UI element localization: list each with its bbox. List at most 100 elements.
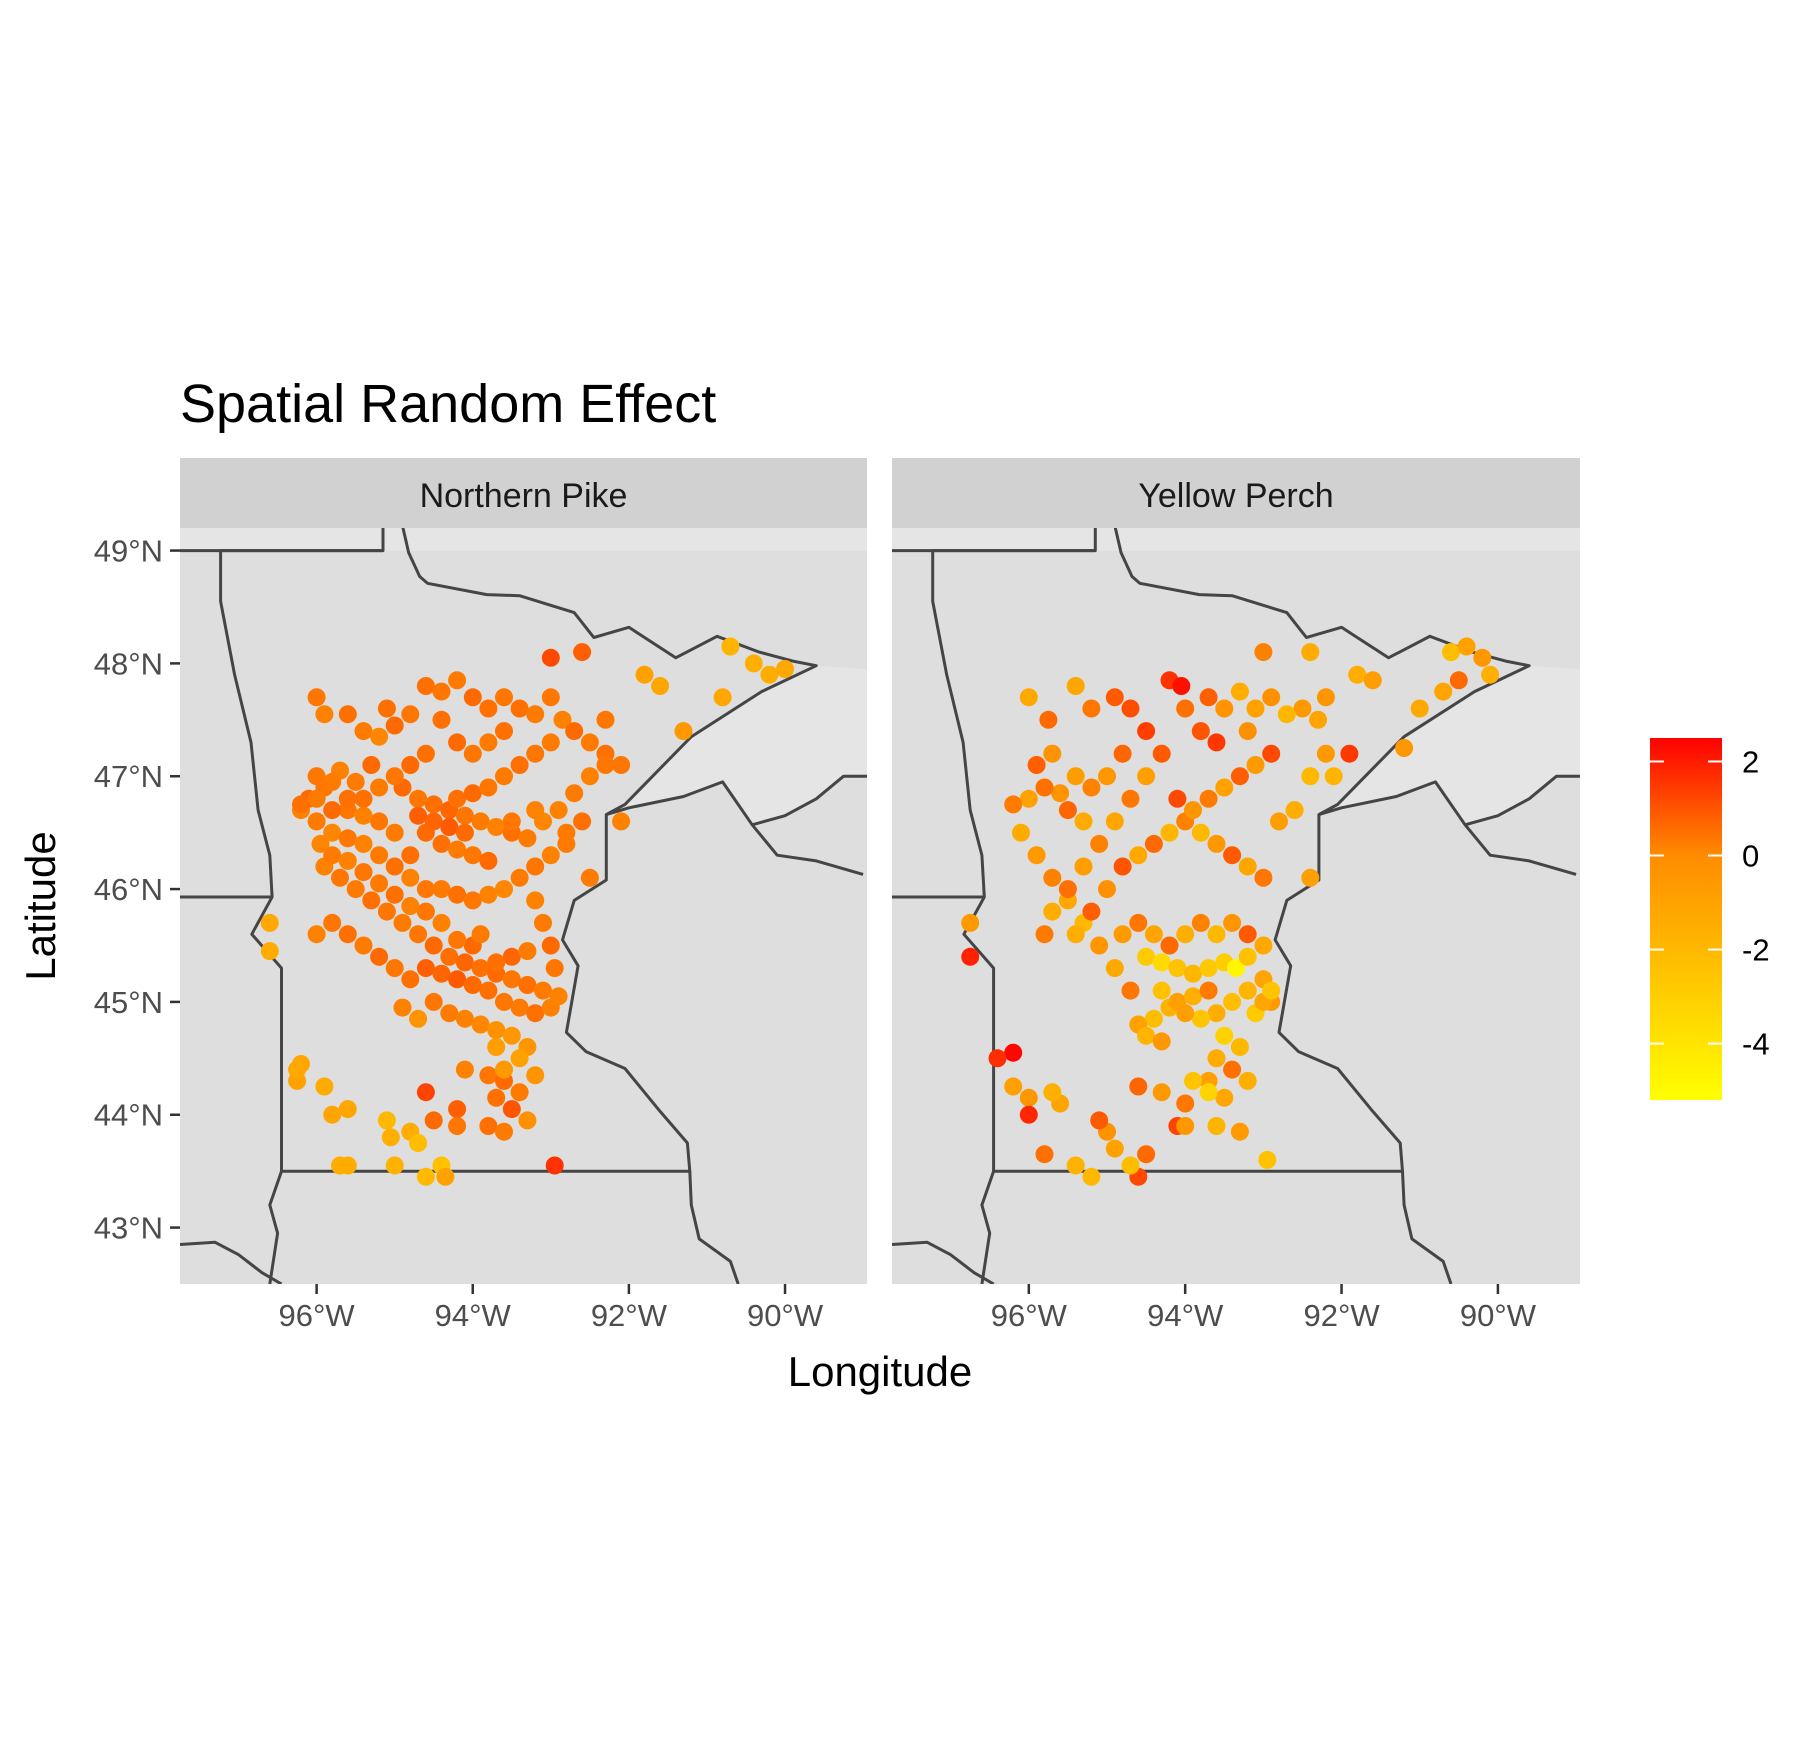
data-point (436, 1167, 455, 1186)
data-points (961, 637, 1500, 1186)
data-point (455, 1009, 474, 1028)
data-point (541, 648, 560, 667)
data-point (354, 834, 373, 853)
data-point (307, 812, 326, 831)
data-point (1184, 987, 1202, 1006)
data-point (416, 744, 435, 763)
y-tick-label: 47°N (94, 759, 163, 794)
data-point (1129, 1077, 1148, 1096)
data-point (1215, 1088, 1234, 1107)
data-point (471, 925, 490, 944)
data-point (1191, 913, 1210, 932)
data-point (385, 767, 404, 786)
data-point (471, 812, 490, 831)
data-point (1254, 643, 1273, 662)
y-axis: 49°N 48°N 47°N 46°N 45°N 44°N 43°N (94, 534, 180, 1246)
data-point (526, 801, 545, 820)
data-point (1004, 1043, 1023, 1062)
data-point (288, 1060, 307, 1079)
facet-strip-label: Northern Pike (420, 477, 628, 515)
data-point (338, 705, 357, 724)
data-point (961, 947, 980, 966)
x-tick-label: 90°W (1460, 1298, 1537, 1333)
data-point (432, 834, 451, 853)
data-point (455, 823, 474, 842)
data-point (495, 688, 513, 707)
colorbar-tick-label: -4 (1742, 1027, 1770, 1062)
state-border (268, 1170, 283, 1284)
data-point (573, 643, 592, 662)
data-point (385, 823, 404, 842)
data-point (346, 880, 365, 899)
data-point (1098, 880, 1116, 899)
data-point (1004, 1077, 1023, 1096)
data-point (721, 637, 740, 656)
data-point (323, 913, 342, 932)
data-point (455, 1060, 474, 1079)
data-point (377, 1111, 396, 1130)
data-point (416, 1083, 435, 1102)
data-point (315, 1077, 334, 1096)
data-point (385, 857, 404, 876)
data-point (495, 1060, 513, 1079)
facet-strip (892, 458, 1580, 528)
data-point (510, 868, 529, 887)
data-point (549, 801, 568, 820)
data-point (502, 970, 521, 989)
data-point (1152, 953, 1171, 972)
data-point (502, 1026, 521, 1045)
data-point (1258, 1150, 1277, 1169)
data-point (307, 688, 326, 707)
data-point (1207, 733, 1226, 752)
data-point (370, 874, 389, 893)
data-point (1168, 959, 1187, 978)
data-point (479, 778, 498, 797)
data-point (1176, 699, 1195, 718)
data-point (409, 806, 428, 825)
data-point (1168, 992, 1187, 1011)
data-point (338, 789, 357, 808)
data-point (385, 1156, 404, 1175)
data-point (1105, 812, 1124, 831)
data-point (510, 998, 529, 1017)
data-point (1051, 784, 1070, 803)
data-point (323, 846, 342, 865)
data-point (1223, 992, 1242, 1011)
state-border (180, 1240, 283, 1284)
data-point (401, 970, 420, 989)
data-point (479, 981, 498, 1000)
data-point (1270, 812, 1288, 831)
data-point (545, 1156, 564, 1175)
x-tick-label: 94°W (1147, 1298, 1224, 1333)
data-point (534, 913, 552, 932)
data-point (1457, 637, 1476, 656)
state-border (892, 1240, 995, 1284)
data-point (1019, 1105, 1038, 1124)
data-point (526, 1004, 545, 1023)
data-point (401, 868, 420, 887)
data-point (362, 756, 381, 774)
data-point (1019, 1088, 1038, 1107)
data-point (307, 767, 326, 786)
data-point (1481, 665, 1500, 684)
data-point (1184, 1071, 1202, 1090)
data-point (495, 722, 513, 741)
data-point (1121, 1156, 1140, 1175)
data-point (338, 925, 357, 944)
data-point (1262, 981, 1281, 1000)
data-point (385, 959, 404, 978)
data-point (487, 1038, 506, 1056)
data-point (393, 998, 412, 1017)
data-point (354, 863, 373, 882)
data-point (260, 913, 279, 932)
data-point (401, 756, 420, 774)
data-point (1254, 868, 1273, 887)
x-tick-label: 92°W (1303, 1298, 1380, 1333)
data-point (448, 1100, 467, 1119)
data-point (479, 1117, 498, 1135)
data-point (448, 671, 467, 690)
data-point (1058, 880, 1077, 899)
data-point (292, 795, 310, 814)
data-point (518, 829, 537, 848)
state-border (688, 1171, 740, 1284)
